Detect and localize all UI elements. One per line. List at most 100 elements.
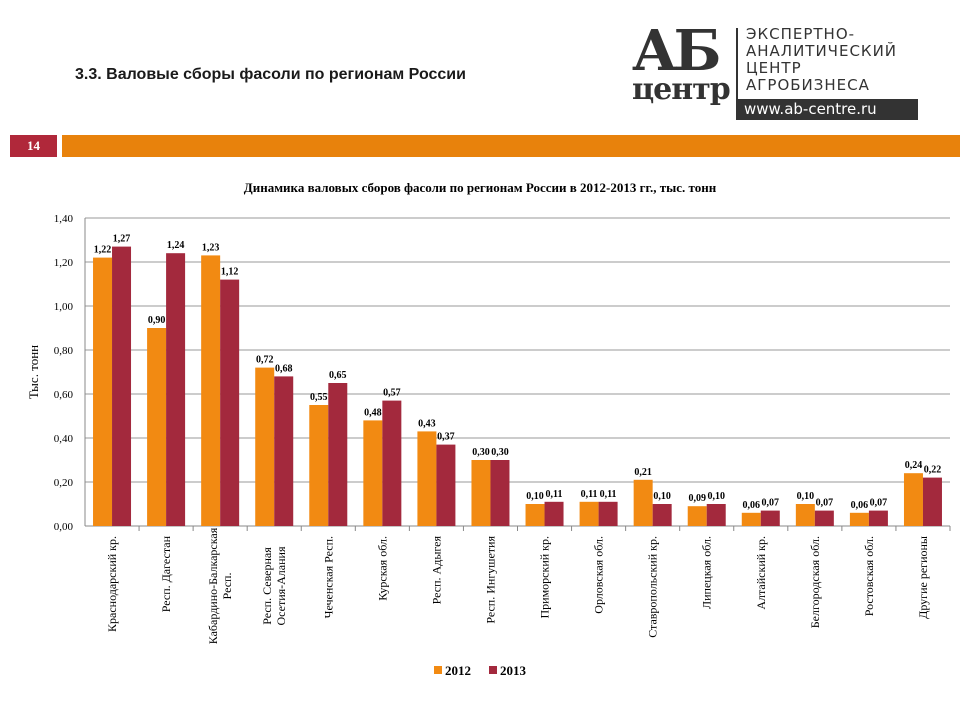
data-label-2012: 0,10	[526, 491, 544, 502]
logo-sub: центр	[632, 72, 731, 107]
y-tick-label: 0,00	[54, 521, 74, 533]
bar-2012	[309, 405, 329, 526]
x-tick-label: Ростовская обл.	[862, 536, 876, 616]
data-label-2012: 0,21	[634, 467, 652, 478]
legend-label-2012: 2012	[445, 663, 471, 678]
bar-2012	[633, 479, 653, 526]
bar-2013	[922, 477, 942, 526]
bar-2012	[741, 512, 761, 526]
x-tick-label: Кабардино-БалкарскаяРесп.	[206, 527, 234, 644]
bar-2013	[868, 510, 888, 526]
x-tick-label: Алтайский кр.	[754, 536, 768, 610]
data-label-2012: 0,90	[148, 315, 166, 326]
logo-line-4: АГРОБИЗНЕСА	[746, 76, 870, 94]
x-tick-label: Приморский кр.	[538, 536, 552, 619]
data-label-2012: 0,24	[905, 460, 923, 471]
data-label-2013: 0,65	[329, 370, 347, 381]
bar-2012	[687, 506, 707, 526]
data-label-2013: 0,30	[491, 447, 509, 458]
x-tick-label: Респ. Адыгея	[429, 536, 443, 605]
bar-2013	[652, 504, 672, 526]
y-tick-label: 0,80	[54, 345, 74, 357]
bar-2012	[417, 431, 437, 526]
x-tick-label: Курская обл.	[375, 536, 389, 601]
data-label-2013: 0,10	[707, 491, 725, 502]
data-label-2013: 0,57	[383, 388, 401, 399]
bar-2012	[849, 512, 869, 526]
bar-2012	[255, 367, 275, 526]
page-title: 3.3. Валовые сборы фасоли по регионам Ро…	[75, 66, 466, 83]
x-tick-label: Ставропольский кр.	[646, 536, 660, 638]
x-tick-label: Чеченская Респ.	[321, 536, 335, 618]
bar-2012	[147, 328, 167, 526]
bar-2012	[471, 460, 491, 526]
data-label-2012: 1,22	[94, 245, 112, 256]
data-label-2012: 0,48	[364, 407, 382, 418]
x-tick-label: Респ. Ингушетия	[483, 536, 497, 624]
data-label-2013: 1,27	[113, 234, 131, 245]
legend-label-2013: 2013	[500, 663, 527, 678]
bar-2012	[93, 257, 113, 526]
logo-url: www.ab-centre.ru	[738, 99, 918, 120]
bar-2013	[706, 504, 726, 526]
x-tick-label: Краснодарский кр.	[105, 536, 119, 632]
bar-2013	[166, 253, 186, 526]
header-accent-bar	[62, 135, 960, 157]
page-number: 14	[10, 135, 57, 157]
data-label-2013: 0,68	[275, 363, 293, 374]
bar-2012	[525, 504, 545, 526]
bar-2013	[760, 510, 780, 526]
data-label-2012: 0,10	[797, 491, 815, 502]
legend-swatch-2013	[489, 666, 497, 674]
y-tick-label: 1,20	[54, 257, 74, 269]
bar-2013	[382, 400, 402, 526]
logo-divider	[736, 28, 738, 120]
data-label-2013: 0,10	[653, 491, 671, 502]
ab-centre-logo: АБ центр ЭКСПЕРТНО- АНАЛИТИЧЕСКИЙ ЦЕНТР …	[630, 18, 930, 124]
y-tick-label: 0,20	[54, 477, 74, 489]
data-label-2012: 0,11	[581, 489, 598, 500]
y-tick-label: 1,00	[54, 301, 74, 313]
x-tick-label: Орловская обл.	[592, 536, 606, 614]
bar-2013	[490, 460, 510, 526]
x-tick-label: Респ. Дагестан	[159, 535, 173, 612]
logo-line-2: АНАЛИТИЧЕСКИЙ	[746, 42, 898, 60]
x-tick-label: Белгородская обл.	[808, 536, 822, 628]
bar-2013	[814, 510, 834, 526]
data-label-2013: 1,24	[167, 240, 185, 251]
bar-2012	[363, 420, 383, 526]
y-tick-label: 0,60	[54, 389, 74, 401]
data-label-2012: 0,06	[851, 500, 869, 511]
legend-swatch-2012	[434, 666, 442, 674]
chart-title: Динамика валовых сборов фасоли по регион…	[244, 180, 717, 195]
bar-2012	[579, 501, 599, 526]
data-label-2012: 0,55	[310, 392, 328, 403]
data-label-2013: 0,37	[437, 432, 455, 443]
logo-text: ЭКСПЕРТНО- АНАЛИТИЧЕСКИЙ ЦЕНТР АГРОБИЗНЕ…	[746, 26, 897, 94]
bar-2013	[274, 376, 294, 526]
bar-2013	[328, 383, 348, 526]
data-label-2012: 0,09	[688, 493, 706, 504]
data-label-2013: 0,07	[870, 498, 888, 509]
bar-2013	[598, 501, 618, 526]
data-label-2012: 1,23	[202, 242, 220, 253]
bar-2012	[795, 504, 815, 526]
data-label-2012: 0,43	[418, 418, 436, 429]
data-label-2012: 0,06	[743, 500, 761, 511]
data-label-2013: 1,12	[221, 267, 239, 278]
data-label-2012: 0,30	[472, 447, 490, 458]
logo-mark: АБ	[632, 18, 721, 84]
data-label-2013: 0,11	[600, 489, 617, 500]
x-tick-label: Липецкая обл.	[700, 536, 714, 609]
x-tick-label: Респ. СевернаяОсетия-Алания	[260, 546, 288, 625]
data-label-2013: 0,11	[546, 489, 563, 500]
data-label-2013: 0,07	[816, 498, 834, 509]
y-tick-label: 1,40	[54, 213, 74, 225]
bar-2013	[112, 246, 132, 526]
logo-line-1: ЭКСПЕРТНО-	[746, 25, 856, 43]
data-label-2013: 0,07	[762, 498, 780, 509]
bar-2012	[903, 473, 923, 526]
y-axis-label: Тыс. тонн	[26, 345, 41, 399]
data-label-2013: 0,22	[924, 465, 942, 476]
